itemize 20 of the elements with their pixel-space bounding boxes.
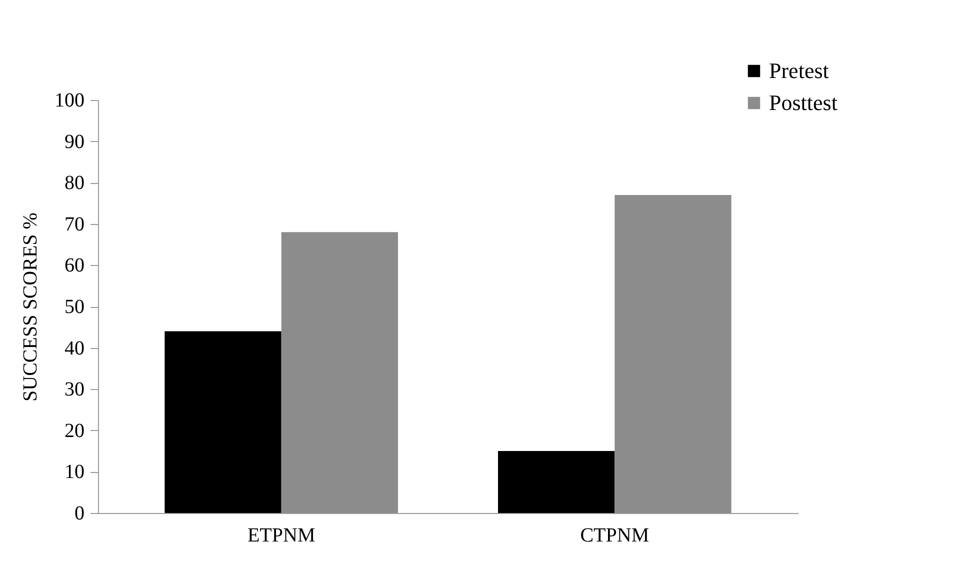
- bar: [498, 451, 615, 513]
- y-tick-label: 90: [64, 130, 84, 153]
- y-axis-title: SUCCESS SCORES %: [20, 212, 42, 402]
- legend-label: Pretest: [769, 58, 829, 83]
- y-tick-label: 20: [64, 420, 84, 442]
- y-tick-label: 60: [64, 254, 84, 277]
- y-tick-label: 50: [64, 296, 84, 318]
- bar: [281, 232, 398, 513]
- bar: [164, 331, 282, 513]
- y-tick-label: 80: [64, 172, 84, 194]
- legend-label: Posttest: [769, 90, 838, 115]
- bar: [614, 194, 732, 513]
- y-tick-label: 70: [64, 213, 84, 236]
- y-tick-label: 0: [74, 502, 84, 524]
- x-tick-label: ETPNM: [247, 524, 316, 546]
- y-tick-label: 100: [54, 90, 84, 112]
- y-tick-label: 40: [64, 337, 84, 360]
- y-tick-label: 30: [64, 378, 84, 401]
- y-tick-label: 10: [64, 461, 84, 484]
- x-tick-label: CTPNM: [580, 524, 650, 546]
